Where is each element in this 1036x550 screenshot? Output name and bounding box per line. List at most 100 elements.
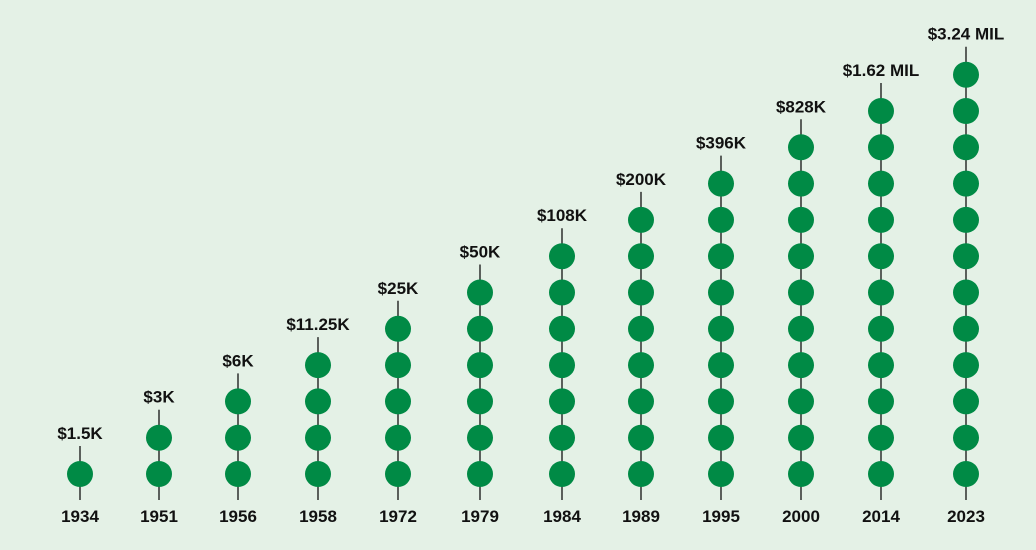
dot-1972-5 bbox=[385, 315, 411, 342]
dot-1984-5 bbox=[549, 315, 575, 342]
dot-2014-6 bbox=[868, 279, 894, 306]
year-label-1956: 1956 bbox=[219, 507, 257, 526]
dot-1995-7 bbox=[708, 243, 734, 270]
value-label-1984: $108K bbox=[537, 206, 588, 225]
dot-1979-4 bbox=[467, 352, 493, 379]
dot-2000-7 bbox=[788, 243, 814, 270]
dot-2014-5 bbox=[868, 315, 894, 342]
dot-2000-3 bbox=[788, 388, 814, 415]
dot-2014-1 bbox=[868, 461, 894, 487]
dot-1951-1 bbox=[146, 461, 172, 487]
dot-2023-8 bbox=[953, 206, 979, 233]
dot-1972-2 bbox=[385, 424, 411, 451]
dot-2023-1 bbox=[953, 461, 979, 487]
dot-1979-3 bbox=[467, 388, 493, 415]
value-label-1956: $6K bbox=[222, 351, 254, 370]
value-label-1951: $3K bbox=[143, 388, 175, 407]
value-label-1979: $50K bbox=[460, 243, 501, 262]
year-label-2000: 2000 bbox=[782, 507, 820, 526]
dot-2023-7 bbox=[953, 243, 979, 270]
dot-1972-3 bbox=[385, 388, 411, 415]
dot-1995-3 bbox=[708, 388, 734, 415]
dot-1995-1 bbox=[708, 461, 734, 487]
dot-1995-5 bbox=[708, 315, 734, 342]
dot-1958-3 bbox=[305, 388, 331, 415]
dot-1995-9 bbox=[708, 170, 734, 197]
year-label-2023: 2023 bbox=[947, 507, 985, 526]
dot-1995-6 bbox=[708, 279, 734, 306]
dot-1984-4 bbox=[549, 352, 575, 379]
dot-1989-3 bbox=[628, 388, 654, 415]
value-label-2014: $1.62 MIL bbox=[843, 61, 920, 80]
value-label-1958: $11.25K bbox=[286, 315, 350, 334]
year-label-1934: 1934 bbox=[61, 507, 99, 526]
dot-1979-1 bbox=[467, 461, 493, 487]
dot-2000-2 bbox=[788, 424, 814, 451]
plot-area: $1.5K 1934 $3K 1951 $6K 1956 $11.25K 1958 $25K 19… bbox=[57, 25, 1004, 526]
dot-2023-10 bbox=[953, 134, 979, 161]
dot-1958-1 bbox=[305, 461, 331, 487]
dot-2014-10 bbox=[868, 134, 894, 161]
dot-1956-3 bbox=[225, 388, 251, 415]
dot-1958-2 bbox=[305, 424, 331, 451]
dot-2023-11 bbox=[953, 98, 979, 124]
dot-2000-4 bbox=[788, 352, 814, 379]
dot-1989-6 bbox=[628, 279, 654, 306]
value-label-1934: $1.5K bbox=[57, 424, 103, 443]
dot-1995-8 bbox=[708, 206, 734, 233]
dot-2014-2 bbox=[868, 424, 894, 451]
year-label-1995: 1995 bbox=[702, 507, 740, 526]
dot-2023-3 bbox=[953, 388, 979, 415]
year-label-1989: 1989 bbox=[622, 507, 660, 526]
dot-1972-1 bbox=[385, 461, 411, 487]
dot-1989-4 bbox=[628, 352, 654, 379]
dot-2014-11 bbox=[868, 98, 894, 124]
year-label-2014: 2014 bbox=[862, 507, 900, 526]
dot-1956-1 bbox=[225, 461, 251, 487]
dot-1984-7 bbox=[549, 243, 575, 270]
dot-1989-2 bbox=[628, 424, 654, 451]
dot-2023-9 bbox=[953, 170, 979, 197]
dot-2000-10 bbox=[788, 134, 814, 161]
dot-2014-8 bbox=[868, 206, 894, 233]
dot-2023-4 bbox=[953, 352, 979, 379]
dot-1979-6 bbox=[467, 279, 493, 306]
dot-1984-1 bbox=[549, 461, 575, 487]
dot-1956-2 bbox=[225, 424, 251, 451]
dot-1989-8 bbox=[628, 206, 654, 233]
year-label-1972: 1972 bbox=[379, 507, 417, 526]
dot-2014-7 bbox=[868, 243, 894, 270]
dot-2014-4 bbox=[868, 352, 894, 379]
dot-2000-9 bbox=[788, 170, 814, 197]
dot-1934-1 bbox=[67, 461, 93, 487]
dot-2023-2 bbox=[953, 424, 979, 451]
year-label-1984: 1984 bbox=[543, 507, 581, 526]
dot-1995-2 bbox=[708, 424, 734, 451]
dot-1979-5 bbox=[467, 315, 493, 342]
dot-1989-5 bbox=[628, 315, 654, 342]
dot-1989-7 bbox=[628, 243, 654, 270]
dot-1951-2 bbox=[146, 424, 172, 451]
dot-2023-12 bbox=[953, 61, 979, 88]
dot-2000-8 bbox=[788, 206, 814, 233]
year-label-1979: 1979 bbox=[461, 507, 499, 526]
value-label-1989: $200K bbox=[616, 170, 667, 189]
dot-1984-6 bbox=[549, 279, 575, 306]
dot-2000-5 bbox=[788, 315, 814, 342]
value-label-2000: $828K bbox=[776, 97, 827, 116]
year-label-1958: 1958 bbox=[299, 507, 337, 526]
dot-1984-3 bbox=[549, 388, 575, 415]
dot-2000-6 bbox=[788, 279, 814, 306]
dot-1989-1 bbox=[628, 461, 654, 487]
value-label-2023: $3.24 MIL bbox=[928, 25, 1005, 44]
value-label-1972: $25K bbox=[378, 279, 419, 298]
dot-1995-4 bbox=[708, 352, 734, 379]
dot-1958-4 bbox=[305, 352, 331, 379]
dot-1979-2 bbox=[467, 424, 493, 451]
dot-1972-4 bbox=[385, 352, 411, 379]
value-label-1995: $396K bbox=[696, 134, 747, 153]
dot-2000-1 bbox=[788, 461, 814, 487]
dot-2023-5 bbox=[953, 315, 979, 342]
